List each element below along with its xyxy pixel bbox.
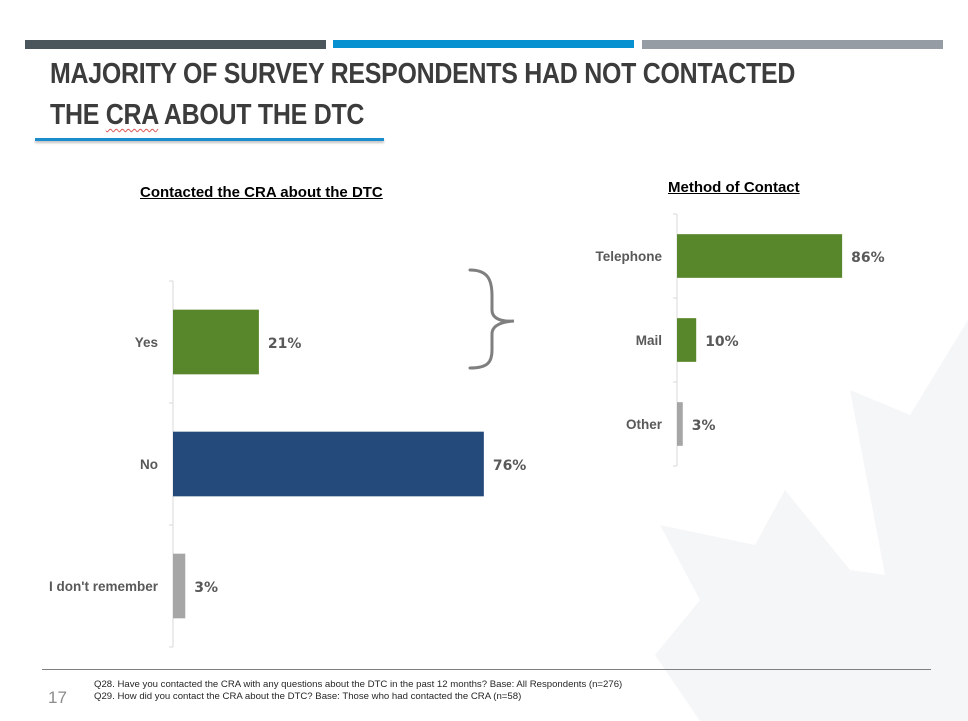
left-category-label: Yes xyxy=(135,335,158,350)
right-category-label: Telephone xyxy=(595,249,662,264)
left-value-label: 21% xyxy=(268,336,302,352)
slide-title-line-2: THE CRA ABOUT THE DTC xyxy=(50,95,824,136)
footnote-q29: Q29. How did you contact the CRA about t… xyxy=(94,691,522,702)
left-bar-chart: Yes 21% No 76% I don't remember 3% xyxy=(49,280,527,648)
right-bar-telephone xyxy=(677,234,843,278)
right-category-label: Mail xyxy=(636,333,662,348)
left-chart-title: Contacted the CRA about the DTC xyxy=(140,184,383,201)
left-category-label: No xyxy=(140,457,158,472)
left-bar-i-don-t-remember xyxy=(173,553,186,619)
left-bar-no xyxy=(173,431,484,497)
footnotes: Q28. Have you contacted the CRA with any… xyxy=(94,679,622,703)
left-value-label: 76% xyxy=(493,458,527,474)
right-value-label: 86% xyxy=(851,250,885,266)
right-bar-mail xyxy=(677,318,697,362)
right-bar-chart: Telephone 86% Mail 10% Other 3% xyxy=(595,213,885,467)
left-bar-yes xyxy=(173,309,259,375)
right-bar-other xyxy=(677,402,683,446)
title-cra-word: CRA xyxy=(105,99,159,131)
title-underline-rule xyxy=(35,138,384,141)
right-value-label: 3% xyxy=(692,418,716,434)
top-accent-bar-dark xyxy=(25,40,326,49)
left-category-label: I don't remember xyxy=(49,579,159,594)
curly-brace-icon xyxy=(468,268,515,370)
top-accent-bar-gray xyxy=(642,40,943,49)
title-text-part: ABOUT THE DTC xyxy=(158,99,365,131)
right-value-label: 10% xyxy=(705,334,739,350)
footer-divider xyxy=(42,669,931,670)
title-text-part: THE xyxy=(50,99,106,131)
right-category-label: Other xyxy=(626,417,663,432)
slide-title: MAJORITY OF SURVEY RESPONDENTS HAD NOT C… xyxy=(50,54,824,136)
slide-title-line-1: MAJORITY OF SURVEY RESPONDENTS HAD NOT C… xyxy=(50,58,796,90)
footnote-q28: Q28. Have you contacted the CRA with any… xyxy=(94,679,623,690)
left-value-label: 3% xyxy=(194,580,218,596)
right-chart-title: Method of Contact xyxy=(668,179,800,196)
page-number: 17 xyxy=(48,688,67,707)
top-accent-bar-blue xyxy=(333,40,634,48)
